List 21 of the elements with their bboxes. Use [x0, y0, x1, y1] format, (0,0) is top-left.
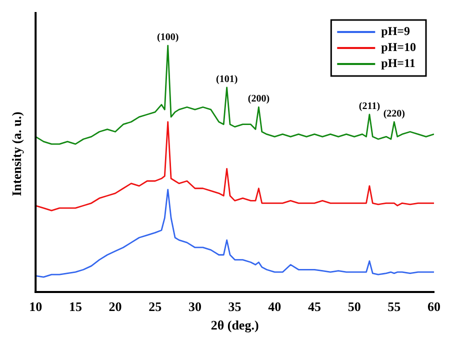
x-tick-label: 25 [148, 298, 162, 314]
x-tick-label: 40 [268, 298, 282, 314]
legend-label: pH=10 [381, 40, 416, 54]
x-tick-label: 20 [108, 298, 122, 314]
x-tick-label: 10 [29, 298, 42, 314]
x-tick-label: 30 [188, 298, 202, 314]
y-axis-title: Intensity (a. u.) [9, 112, 24, 196]
annotation: (100) [157, 32, 179, 44]
x-tick-label: 35 [228, 298, 242, 314]
annotation: (211) [358, 101, 380, 112]
x-tick-label: 50 [348, 298, 361, 314]
x-tick-label: 15 [68, 298, 82, 314]
annotation: (200) [248, 94, 270, 105]
legend-label: pH=11 [381, 56, 416, 70]
x-tick-label: 60 [428, 298, 440, 314]
annotation: (220) [383, 108, 405, 120]
x-tick-label: 45 [308, 298, 322, 314]
legend-label: pH=9 [381, 24, 410, 38]
annotation: (101) [216, 74, 238, 85]
x-axis-title: 2θ (deg.) [210, 318, 259, 333]
x-tick-label: 55 [388, 298, 402, 314]
